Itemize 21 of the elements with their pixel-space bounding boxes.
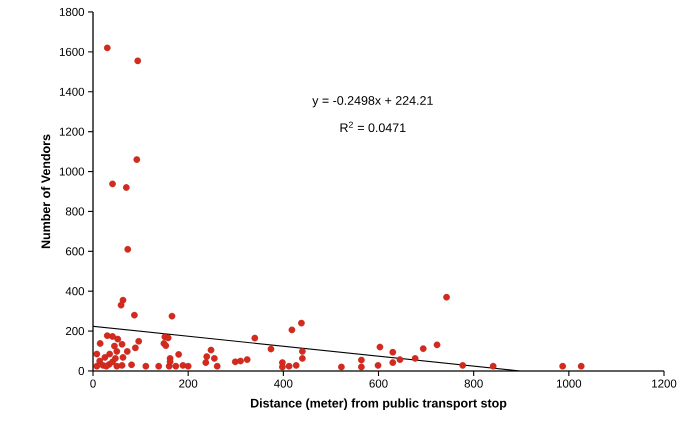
y-tick-label: 1800 xyxy=(60,8,84,16)
y-tick-label: 400 xyxy=(66,287,84,296)
y-tick-label: 600 xyxy=(66,247,84,256)
x-tick-label: 200 xyxy=(179,379,198,388)
y-tick-label: 200 xyxy=(66,327,84,336)
x-tick-label: 600 xyxy=(370,379,388,388)
x-tick-label: 800 xyxy=(464,379,483,388)
y-tick-label: 1400 xyxy=(60,88,84,96)
x-tick-label: 1000 xyxy=(556,379,582,388)
x-axis-title: Distance (meter) from public transport stop xyxy=(250,398,506,410)
y-axis-title: Number of Vendors xyxy=(41,134,50,248)
y-tick-label: 1200 xyxy=(60,128,84,136)
y-tick-label: 800 xyxy=(66,207,84,216)
y-tick-label: 0 xyxy=(78,366,84,376)
y-tick-label: 1600 xyxy=(60,48,84,56)
x-tick-label: 400 xyxy=(274,379,292,388)
annotation: R$^{2}$ = 0.0471 xyxy=(340,122,406,132)
y-tick-label: 1000 xyxy=(60,167,84,176)
annotation: y = -0.2498x + 224.21 xyxy=(312,96,433,108)
x-tick-label: 1200 xyxy=(652,379,676,388)
x-tick-label: 0 xyxy=(90,379,96,388)
